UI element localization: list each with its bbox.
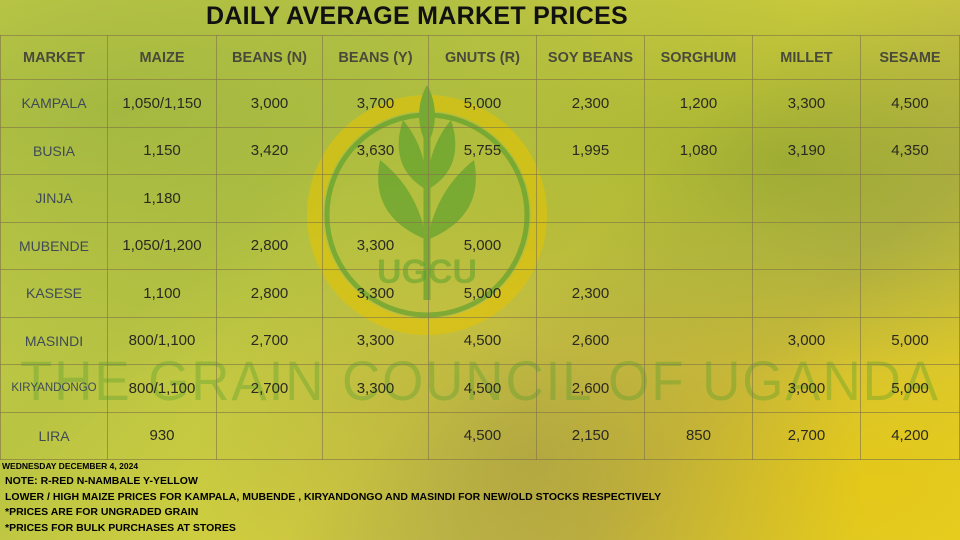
price-cell: 2,600 <box>535 316 645 365</box>
price-cell: 5,000 <box>859 316 960 365</box>
price-cell: 2,800 <box>216 269 323 318</box>
header-cell: GNUTS (R) <box>427 35 537 80</box>
note-line: NOTE: R-RED N-NAMBALE Y-YELLOW <box>5 475 198 487</box>
price-cell: 4,350 <box>859 126 960 175</box>
table-row: LIRA 930 4,500 2,150 850 2,700 4,200 <box>0 411 960 460</box>
price-cell: 5,000 <box>859 364 960 413</box>
header-cell: MAIZE <box>106 35 218 80</box>
price-cell <box>322 174 429 223</box>
table-row: MASINDI 800/1,100 2,700 3,300 4,500 2,60… <box>0 316 960 365</box>
price-cell <box>643 364 753 413</box>
page-title: DAILY AVERAGE MARKET PRICES <box>205 2 629 30</box>
price-cell: 930 <box>106 411 218 460</box>
market-name: BUSIA <box>0 126 108 175</box>
price-cell: 4,500 <box>427 364 537 413</box>
price-cell: 1,050/1,150 <box>106 79 218 128</box>
market-name: LIRA <box>0 411 108 460</box>
price-cell: 2,150 <box>535 411 645 460</box>
table-row: KAMPALA 1,050/1,150 3,000 3,700 5,000 2,… <box>0 79 960 128</box>
header-cell: BEANS (Y) <box>322 35 429 80</box>
price-cell: 1,080 <box>643 126 753 175</box>
price-cell: 1,180 <box>106 174 218 223</box>
price-cell: 3,700 <box>322 79 429 128</box>
market-name: KIRYANDONGO <box>0 364 108 413</box>
price-cell: 2,700 <box>751 411 861 460</box>
price-cell: 1,200 <box>643 79 753 128</box>
price-cell <box>216 411 323 460</box>
price-cell: 5,000 <box>427 269 537 318</box>
market-name: JINJA <box>0 174 108 223</box>
price-cell <box>322 411 429 460</box>
header-cell: SOY BEANS <box>535 35 645 80</box>
price-cell: 1,995 <box>535 126 645 175</box>
market-name: KAMPALA <box>0 79 108 128</box>
price-cell: 2,800 <box>216 221 323 270</box>
price-cell: 800/1,100 <box>106 364 218 413</box>
note-line: *PRICES ARE FOR UNGRADED GRAIN <box>5 506 199 518</box>
notes-section: WEDNESDAY DECEMBER 4, 2024 NOTE: R-RED N… <box>2 460 952 536</box>
price-cell <box>643 316 753 365</box>
price-cell: 2,700 <box>216 364 323 413</box>
price-cell: 4,500 <box>859 79 960 128</box>
price-cell <box>751 174 861 223</box>
table-row: KIRYANDONGO 800/1,100 2,700 3,300 4,500 … <box>0 364 960 413</box>
table-row: KASESE 1,100 2,800 3,300 5,000 2,300 <box>0 269 960 318</box>
header-cell: SESAME <box>859 35 960 80</box>
header-cell: MILLET <box>751 35 861 80</box>
header-cell: SORGHUM <box>643 35 753 80</box>
price-cell: 3,190 <box>751 126 861 175</box>
price-cell <box>643 221 753 270</box>
price-cell: 5,755 <box>427 126 537 175</box>
header-cell: BEANS (N) <box>216 35 323 80</box>
report-date: WEDNESDAY DECEMBER 4, 2024 <box>2 461 139 471</box>
price-cell: 850 <box>643 411 753 460</box>
price-cell <box>859 221 960 270</box>
price-cell: 3,300 <box>322 269 429 318</box>
price-cell: 2,300 <box>535 269 645 318</box>
table-row: JINJA 1,180 <box>0 174 960 223</box>
price-cell: 4,500 <box>427 411 537 460</box>
price-cell <box>859 269 960 318</box>
price-cell: 1,100 <box>106 269 218 318</box>
header-row: MARKET MAIZE BEANS (N) BEANS (Y) GNUTS (… <box>0 35 960 80</box>
header-cell: MARKET <box>0 35 108 80</box>
market-name: MASINDI <box>0 316 108 365</box>
note-line: LOWER / HIGH MAIZE PRICES FOR KAMPALA, M… <box>5 490 662 503</box>
market-name: KASESE <box>0 269 108 318</box>
price-cell <box>751 221 861 270</box>
price-cell <box>216 174 323 223</box>
price-cell <box>535 174 645 223</box>
price-cell: 3,000 <box>751 316 861 365</box>
price-cell: 3,420 <box>216 126 323 175</box>
price-cell: 4,500 <box>427 316 537 365</box>
price-cell <box>427 174 537 223</box>
price-table: MARKET MAIZE BEANS (N) BEANS (Y) GNUTS (… <box>0 35 960 460</box>
price-cell: 800/1,100 <box>106 316 218 365</box>
price-cell: 3,000 <box>216 79 323 128</box>
price-cell: 5,000 <box>427 79 537 128</box>
table-row: BUSIA 1,150 3,420 3,630 5,755 1,995 1,08… <box>0 126 960 175</box>
price-cell: 3,300 <box>322 364 429 413</box>
price-cell <box>643 269 753 318</box>
price-cell <box>751 269 861 318</box>
price-cell <box>643 174 753 223</box>
price-cell: 3,300 <box>322 316 429 365</box>
price-cell: 3,630 <box>322 126 429 175</box>
price-cell: 2,300 <box>535 79 645 128</box>
price-cell: 1,150 <box>106 126 218 175</box>
table-row: MUBENDE 1,050/1,200 2,800 3,300 5,000 <box>0 221 960 270</box>
price-cell: 3,000 <box>751 364 861 413</box>
price-cell: 1,050/1,200 <box>106 221 218 270</box>
price-cell: 5,000 <box>427 221 537 270</box>
price-cell: 3,300 <box>322 221 429 270</box>
price-cell <box>535 221 645 270</box>
price-cell: 2,700 <box>216 316 323 365</box>
price-cell <box>859 174 960 223</box>
price-cell: 2,600 <box>535 364 645 413</box>
market-name: MUBENDE <box>0 221 108 270</box>
price-cell: 4,200 <box>859 411 960 460</box>
note-line: *PRICES FOR BULK PURCHASES AT STORES <box>5 521 236 534</box>
price-cell: 3,300 <box>751 79 861 128</box>
